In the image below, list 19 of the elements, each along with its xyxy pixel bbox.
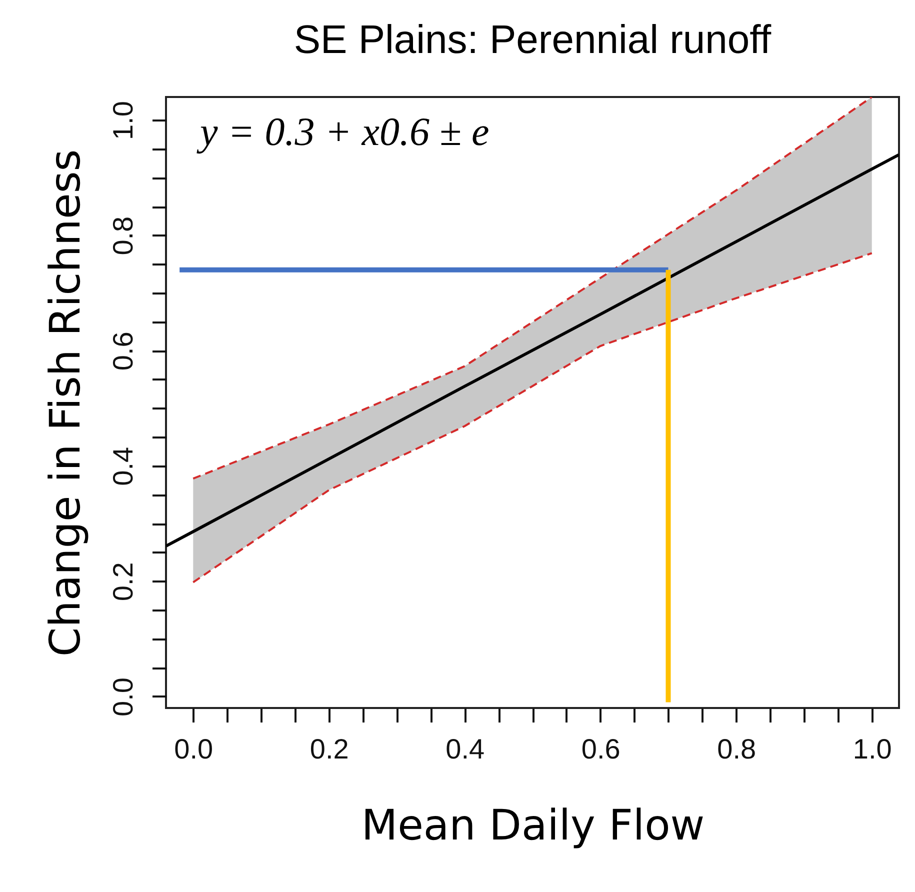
x-tick-label: 0.2 — [310, 734, 349, 764]
line-series — [192, 252, 873, 584]
line-series — [192, 97, 873, 480]
y-axis-title: Change in Fish Richness — [40, 149, 90, 657]
x-axis-title: Mean Daily Flow — [361, 800, 705, 850]
x-tick-label: 0.4 — [446, 734, 485, 764]
x-tick-label: 0.0 — [174, 734, 214, 764]
y-tick-label: 0.0 — [108, 678, 138, 716]
line-series — [166, 153, 899, 548]
y-tick-label: 1.0 — [108, 101, 138, 140]
x-tick-label: 0.8 — [717, 734, 756, 764]
y-tick-label: 0.2 — [108, 562, 138, 602]
y-tick-label: 0.4 — [108, 446, 138, 486]
x-tick-label: 0.6 — [581, 734, 620, 764]
y-tick-label: 0.8 — [108, 216, 138, 256]
chart-title: SE Plains: Perennial runoff — [294, 18, 772, 62]
y-tick-label: 0.6 — [108, 332, 138, 371]
annotation: y = 0.3 + x0.6 ± e — [196, 109, 490, 154]
x-tick-label: 1.0 — [852, 734, 892, 764]
